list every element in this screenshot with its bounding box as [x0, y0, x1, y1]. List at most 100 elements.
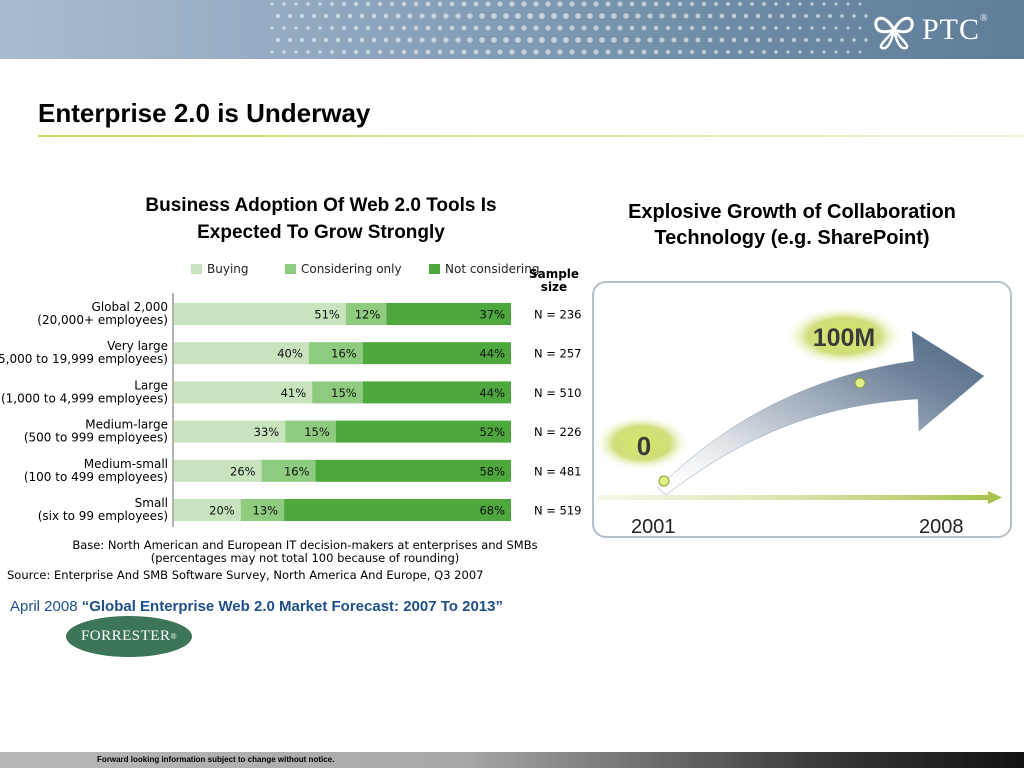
data-label: 13% — [253, 504, 279, 518]
header-dot — [635, 37, 641, 43]
header-dot — [563, 13, 569, 19]
header-dot — [725, 1, 731, 7]
header-dot — [431, 13, 437, 19]
header-dot — [575, 37, 581, 43]
header-dot — [306, 2, 310, 6]
header-dot — [347, 37, 353, 43]
header-dot — [569, 1, 575, 7]
header-dot — [822, 50, 826, 54]
header-dot — [461, 49, 467, 55]
footer-disclaimer: Forward looking information subject to c… — [97, 755, 335, 764]
header-dot — [270, 26, 274, 30]
header-dot — [677, 25, 683, 31]
header-dot — [353, 1, 359, 7]
header-dot — [449, 25, 455, 31]
header-dot — [335, 37, 341, 43]
header-dot — [437, 49, 443, 55]
header-dot — [575, 13, 581, 19]
header-dot — [707, 37, 713, 43]
header-dot — [599, 13, 605, 19]
start-year: 2001 — [631, 516, 676, 538]
header-dot — [779, 13, 785, 19]
header-dot — [401, 1, 407, 7]
legend-label-3: Not considering — [445, 262, 539, 276]
header-dot — [479, 13, 485, 19]
title-rule — [38, 135, 1024, 137]
header-dot — [815, 13, 821, 19]
header-dot — [629, 1, 635, 7]
header-dot — [527, 13, 533, 19]
header-dot — [359, 13, 365, 19]
header-dot — [605, 1, 611, 7]
header-dot — [353, 49, 359, 55]
header-dot — [683, 13, 689, 19]
bar-segment-considering-only — [240, 499, 285, 521]
bar-segment-considering-only — [261, 459, 316, 482]
adoption-bar-chart: Buying Considering only Not consideringSam… — [0, 262, 582, 565]
header-dot — [677, 1, 683, 7]
header-dot — [593, 49, 599, 55]
bar-segment-not-considering — [362, 381, 511, 404]
header-dot — [762, 50, 766, 54]
header-dot — [641, 49, 647, 55]
header-dot — [413, 25, 419, 31]
data-label: 40% — [277, 347, 303, 361]
header-band: PTC® — [0, 0, 1024, 59]
header-dot — [318, 2, 322, 6]
header-dot — [617, 49, 623, 55]
ptc-logo: PTC® — [872, 10, 989, 50]
header-dot — [786, 50, 790, 54]
slide-title: Enterprise 2.0 is Underway — [38, 98, 371, 128]
header-dot — [828, 14, 832, 18]
category-label: Medium-large — [85, 418, 168, 432]
data-label: 37% — [479, 308, 505, 322]
data-label: 58% — [479, 464, 505, 478]
header-dot — [551, 13, 557, 19]
header-dot — [774, 50, 778, 54]
data-label: 20% — [209, 504, 235, 518]
header-dot — [299, 37, 305, 43]
header-dot — [834, 50, 838, 54]
header-dot — [791, 37, 797, 43]
category-label: Very large — [107, 339, 168, 353]
header-dot — [810, 2, 814, 6]
header-dot — [767, 13, 773, 19]
header-dot — [485, 25, 491, 31]
header-dot — [473, 1, 479, 7]
header-dot — [653, 1, 659, 7]
header-dot — [515, 13, 521, 19]
legend-label-1: Buying — [207, 262, 249, 276]
header-dot — [803, 13, 809, 19]
header-dot — [858, 26, 862, 30]
header-dot — [798, 2, 802, 6]
header-dot — [509, 49, 515, 55]
bar-segment-not-considering — [386, 303, 511, 325]
growth-arrow — [657, 330, 985, 496]
header-dot — [641, 1, 647, 7]
header-dot — [342, 2, 346, 6]
header-dot — [389, 25, 395, 31]
header-dot — [342, 26, 346, 30]
data-label: 68% — [479, 504, 505, 518]
header-dot — [311, 13, 317, 19]
header-dot — [467, 13, 473, 19]
data-label: 26% — [230, 464, 256, 478]
header-dot — [611, 13, 617, 19]
header-dot — [503, 13, 509, 19]
header-dot — [557, 1, 563, 7]
header-dot — [755, 13, 761, 19]
header-dot — [275, 13, 281, 19]
header-dot — [473, 25, 479, 31]
header-dot — [725, 25, 731, 31]
sample-size-header: size — [541, 280, 567, 294]
header-dot — [665, 25, 671, 31]
header-dot — [743, 37, 749, 43]
header-dot — [282, 26, 286, 30]
header-dot — [353, 25, 359, 31]
header-dot — [689, 1, 695, 7]
header-dot — [401, 49, 407, 55]
growth-arrow-graphic: 0 100M — [594, 306, 1002, 504]
header-dot — [306, 50, 310, 54]
sample-size-value: N = 257 — [534, 347, 582, 361]
header-dot — [437, 25, 443, 31]
